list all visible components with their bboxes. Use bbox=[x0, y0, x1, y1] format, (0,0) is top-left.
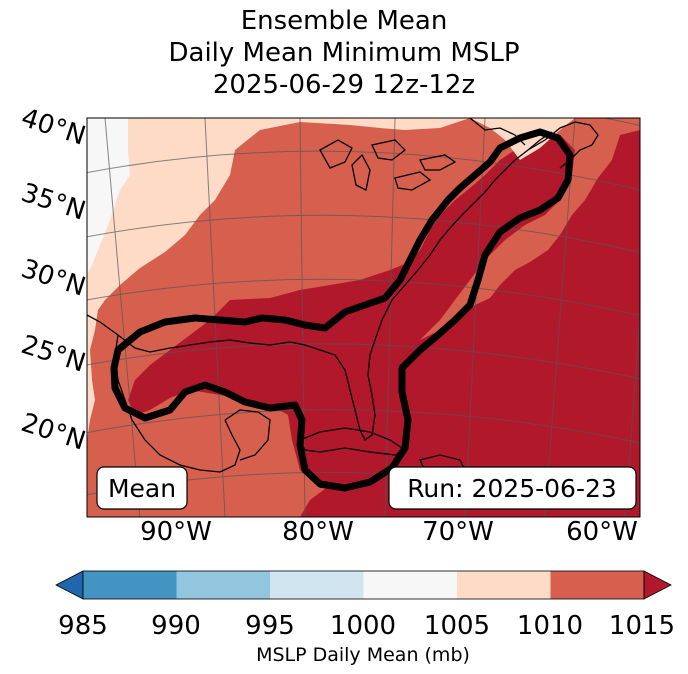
colorbar-ticks: 985 990 995 1000 1005 1010 1015 bbox=[58, 611, 675, 641]
colorbar-bin-995-1000 bbox=[270, 571, 364, 599]
colorbar-bin-1005-1010 bbox=[457, 571, 551, 599]
lat-label-35: 35°N bbox=[17, 178, 89, 227]
colorbar: 985 990 995 1000 1005 1010 1015 MSLP Dai… bbox=[55, 570, 675, 666]
latitude-labels: 40°N 35°N 30°N 25°N 20°N bbox=[17, 103, 89, 457]
colorbar-tick-1015: 1015 bbox=[609, 611, 675, 641]
colorbar-tick-985: 985 bbox=[58, 611, 108, 641]
lon-label-60w: 60°W bbox=[566, 517, 638, 547]
title-line-3: 2025-06-29 12z-12z bbox=[212, 70, 476, 100]
pressure-field-1000-1005 bbox=[87, 118, 130, 275]
map-area bbox=[87, 118, 640, 517]
colorbar-bin-1010-1015 bbox=[550, 571, 644, 599]
map-frame bbox=[86, 117, 641, 518]
colorbar-tick-1000: 1000 bbox=[330, 611, 396, 641]
colorbar-tick-1010: 1010 bbox=[517, 611, 583, 641]
title-line-2: Daily Mean Minimum MSLP bbox=[168, 38, 520, 68]
box-run-text: Run: 2025-06-23 bbox=[407, 474, 617, 503]
box-run: Run: 2025-06-23 bbox=[388, 466, 637, 510]
colorbar-extend-high bbox=[643, 570, 672, 600]
lat-label-20: 20°N bbox=[17, 408, 89, 457]
lon-label-90w: 90°W bbox=[140, 517, 212, 547]
box-mean-text: Mean bbox=[108, 474, 176, 503]
colorbar-label: MSLP Daily Mean (mb) bbox=[256, 644, 470, 666]
colorbar-bin-1000-1005 bbox=[363, 571, 457, 599]
colorbar-bin-985-990 bbox=[83, 571, 177, 599]
colorbar-tick-1005: 1005 bbox=[424, 611, 490, 641]
box-mean: Mean bbox=[96, 466, 188, 510]
ensemble-contour bbox=[110, 128, 574, 492]
lon-label-80w: 80°W bbox=[282, 517, 354, 547]
lat-label-30: 30°N bbox=[17, 254, 89, 303]
title-line-1: Ensemble Mean bbox=[240, 6, 448, 36]
colorbar-bin-990-995 bbox=[176, 571, 270, 599]
lon-label-70w: 70°W bbox=[422, 517, 494, 547]
colorbar-tick-990: 990 bbox=[151, 611, 201, 641]
colorbar-tick-995: 995 bbox=[245, 611, 295, 641]
longitude-labels: 90°W 80°W 70°W 60°W bbox=[140, 517, 638, 547]
colorbar-extend-low bbox=[55, 570, 84, 600]
pressure-field-1005-1010 bbox=[87, 118, 470, 440]
lat-label-40: 40°N bbox=[17, 103, 89, 152]
lat-label-25: 25°N bbox=[17, 330, 89, 379]
